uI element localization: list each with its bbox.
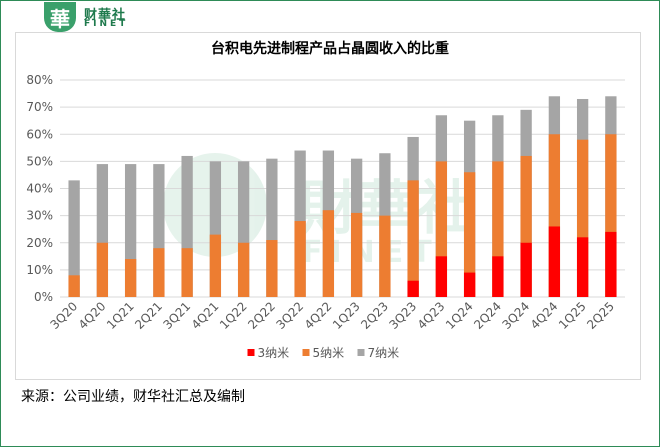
x-tick-label: 1Q25 <box>556 299 589 332</box>
bar-4Q24-3纳米 <box>548 226 561 297</box>
bar-4Q23-3纳米 <box>435 256 448 297</box>
y-tick-label: 80% <box>26 73 53 87</box>
y-tick-label: 30% <box>26 209 53 223</box>
bar-4Q21-5纳米 <box>209 234 222 297</box>
x-tick-label: 3Q24 <box>499 299 532 332</box>
bar-4Q21-7纳米 <box>209 161 222 297</box>
bar-2Q21-5纳米 <box>153 248 165 297</box>
legend: 3纳米 5纳米 7纳米 <box>247 346 400 360</box>
y-axis-ticks: 0% 10% 20% 30% 40% 50% 60% 70% 80% <box>26 73 53 304</box>
legend-label: 5纳米 <box>313 346 345 360</box>
bar-1Q24-3纳米 <box>463 272 476 297</box>
chart-title: 台积电先进制程产品占晶圆收入的比重 <box>211 41 449 57</box>
y-tick-label: 0% <box>34 290 53 304</box>
x-tick-label: 4Q21 <box>189 299 222 332</box>
y-tick-label: 40% <box>26 182 53 196</box>
bar-3Q24-3纳米 <box>520 242 532 297</box>
bar-2Q22-5纳米 <box>266 240 278 297</box>
x-tick-label: 1Q22 <box>217 299 250 332</box>
finet-logo: 華 <box>44 2 76 32</box>
y-tick-label: 50% <box>26 154 53 168</box>
brand-name-en: FINET <box>84 19 129 29</box>
bar-1Q25-3纳米 <box>576 237 589 297</box>
x-tick-label: 2Q22 <box>245 299 278 332</box>
bar-4Q24-5纳米 <box>548 134 561 297</box>
x-tick-label: 1Q24 <box>443 299 476 332</box>
x-tick-label: 2Q25 <box>584 299 617 332</box>
y-tick-label: 60% <box>26 127 53 141</box>
bars <box>68 96 617 298</box>
bar-2Q24-3纳米 <box>492 256 504 297</box>
watermark-text-en: FINET <box>302 235 440 270</box>
x-tick-label: 3Q23 <box>386 299 419 332</box>
legend-swatch <box>302 349 310 356</box>
source-note: 来源：公司业绩，财华社汇总及编制 <box>21 389 245 405</box>
bar-1Q24-5纳米 <box>463 172 476 297</box>
bar-2Q21-7纳米 <box>153 164 165 297</box>
bar-2Q23-5纳米 <box>379 215 391 297</box>
watermark: 財華社 FINET <box>163 153 474 270</box>
bar-3Q20-7纳米 <box>68 180 80 297</box>
y-tick-label: 70% <box>26 100 53 114</box>
legend-swatch <box>247 349 255 356</box>
bar-1Q22-7纳米 <box>237 161 250 297</box>
bar-1Q21-7纳米 <box>124 164 137 297</box>
x-tick-label: 2Q21 <box>132 299 165 332</box>
legend-swatch <box>357 349 365 356</box>
bar-4Q22-5纳米 <box>322 210 335 297</box>
x-tick-label: 3Q21 <box>160 299 193 332</box>
bar-3Q21-7纳米 <box>181 155 193 297</box>
x-tick-label: 4Q23 <box>415 299 448 332</box>
bar-3Q22-5纳米 <box>294 221 306 297</box>
brand-name-cn: 财華社 <box>84 8 127 23</box>
x-tick-label: 3Q20 <box>47 299 80 332</box>
x-tick-label: 2Q24 <box>471 299 504 332</box>
x-tick-label: 4Q24 <box>528 299 561 332</box>
x-tick-label: 1Q21 <box>104 299 137 332</box>
bar-2Q25-3纳米 <box>605 231 617 297</box>
x-tick-label: 4Q20 <box>76 299 109 332</box>
bar-1Q22-5纳米 <box>237 242 250 297</box>
bar-3Q21-5纳米 <box>181 248 193 297</box>
bar-4Q20-7纳米 <box>96 164 109 297</box>
bar-1Q25-5纳米 <box>576 139 589 297</box>
bar-4Q20-5纳米 <box>96 242 109 297</box>
bar-3Q24-5纳米 <box>520 155 532 297</box>
bar-2Q25-5纳米 <box>605 134 617 297</box>
bar-3Q23-5纳米 <box>407 180 419 297</box>
legend-label: 7纳米 <box>368 346 400 360</box>
y-tick-label: 10% <box>26 263 53 277</box>
bar-1Q21-5纳米 <box>124 259 137 297</box>
bar-4Q23-5纳米 <box>435 161 448 297</box>
bar-2Q22-7纳米 <box>266 158 278 297</box>
bar-1Q23-5纳米 <box>350 212 363 297</box>
x-axis-ticks: 3Q204Q201Q212Q213Q214Q211Q222Q223Q224Q22… <box>47 299 617 332</box>
bar-2Q24-5纳米 <box>492 161 504 297</box>
legend-label: 3纳米 <box>258 346 290 360</box>
bar-3Q23-3纳米 <box>407 280 419 297</box>
y-tick-label: 20% <box>26 236 53 250</box>
x-tick-label: 4Q22 <box>302 299 335 332</box>
bar-3Q20-5纳米 <box>68 275 80 297</box>
x-tick-label: 2Q23 <box>358 299 391 332</box>
x-tick-label: 3Q22 <box>273 299 306 332</box>
x-tick-label: 1Q23 <box>330 299 363 332</box>
